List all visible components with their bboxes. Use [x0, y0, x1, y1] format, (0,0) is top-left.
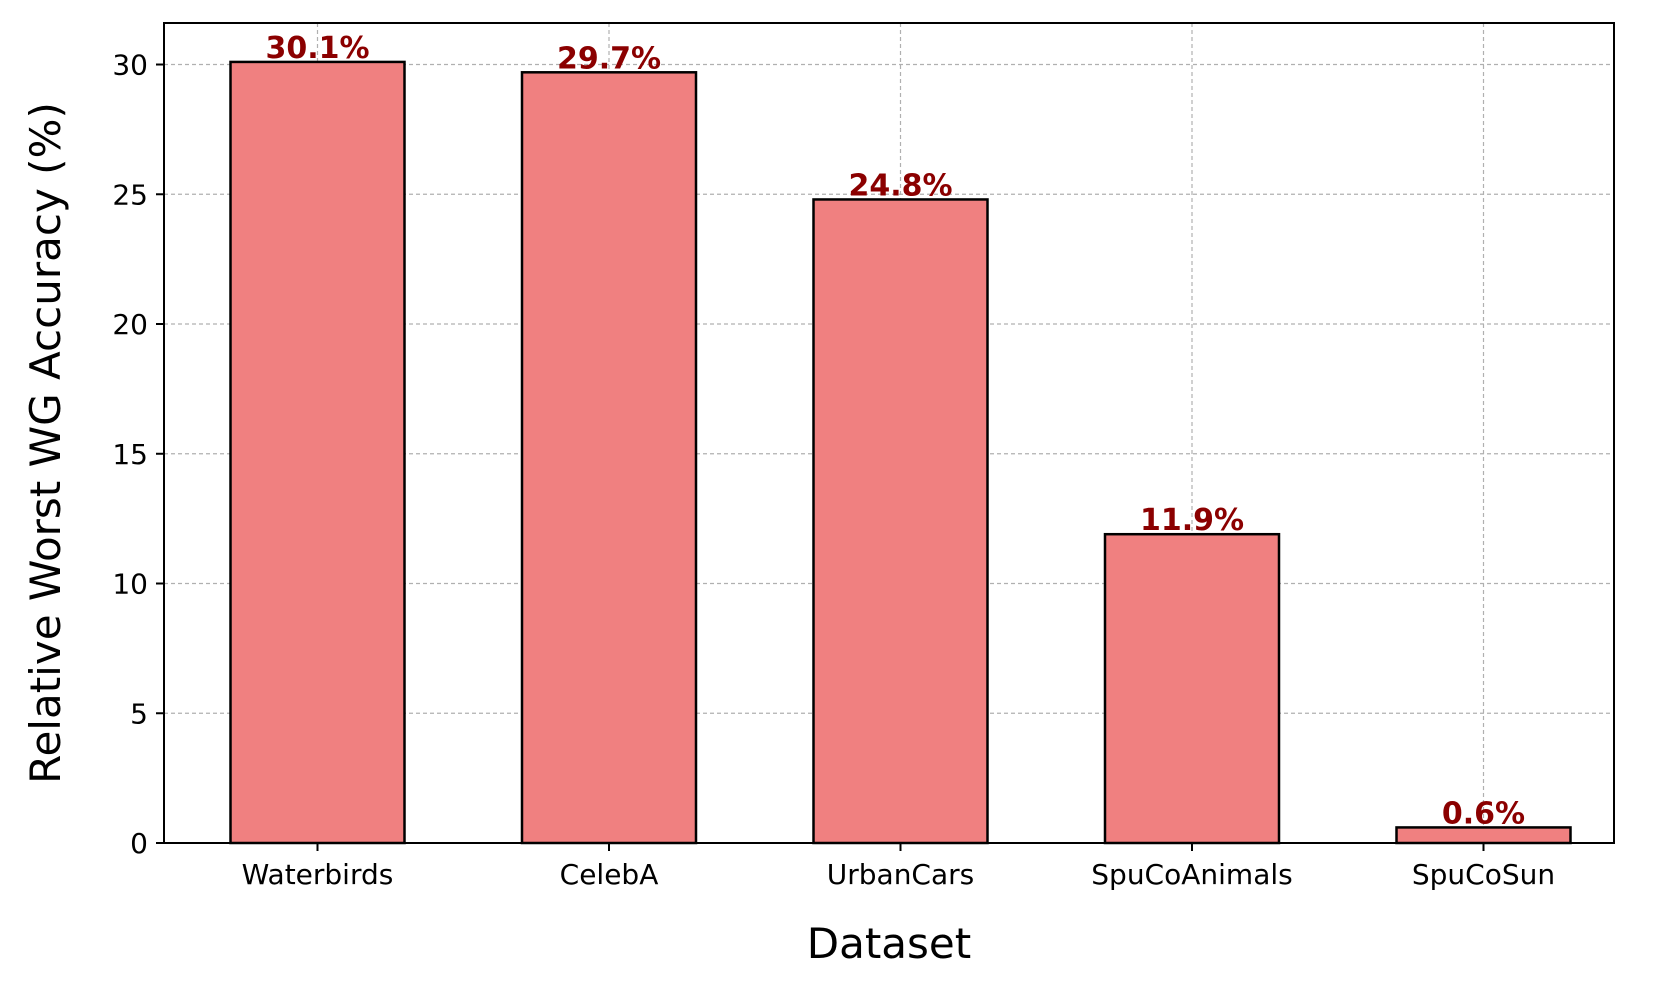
y-tick-label: 25: [112, 178, 148, 211]
y-tick-label: 10: [112, 568, 148, 601]
y-tick-label: 30: [112, 49, 148, 82]
bar: [1103, 532, 1281, 845]
bar-value-label: 11.9%: [1140, 503, 1244, 538]
bar: [812, 198, 989, 845]
x-tick-label: UrbanCars: [827, 858, 975, 891]
bar: [229, 60, 406, 845]
x-tick-label: Waterbirds: [242, 858, 394, 891]
bars-layer: [229, 60, 1572, 845]
y-tick-label: 20: [112, 308, 148, 341]
y-axis-title: Relative Worst WG Accuracy (%): [21, 102, 70, 784]
x-axis-title: Dataset: [807, 919, 971, 968]
x-tick-label: SpuCoAnimals: [1091, 858, 1292, 891]
bar-value-label: 30.1%: [265, 31, 369, 66]
y-tick-label: 0: [130, 827, 148, 860]
y-tick-label: 15: [112, 438, 148, 471]
x-tick-label: CelebA: [560, 858, 659, 891]
labels-layer: 30.1% 29.7% 24.8% 11.9% 0.6%: [265, 31, 1525, 832]
plot-frame: [163, 22, 1615, 844]
bar: [520, 71, 698, 845]
y-tick-label: 5: [130, 697, 148, 730]
ticks-layer: 0 5 10 15 20 25 30 Waterbirds CelebA UrbanCars Spu…: [112, 49, 1555, 891]
bar-value-label: 24.8%: [848, 168, 952, 203]
bar-value-label: 29.7%: [557, 41, 661, 76]
bar-value-label: 0.6%: [1442, 796, 1525, 831]
x-tick-label: SpuCoSun: [1412, 858, 1555, 891]
